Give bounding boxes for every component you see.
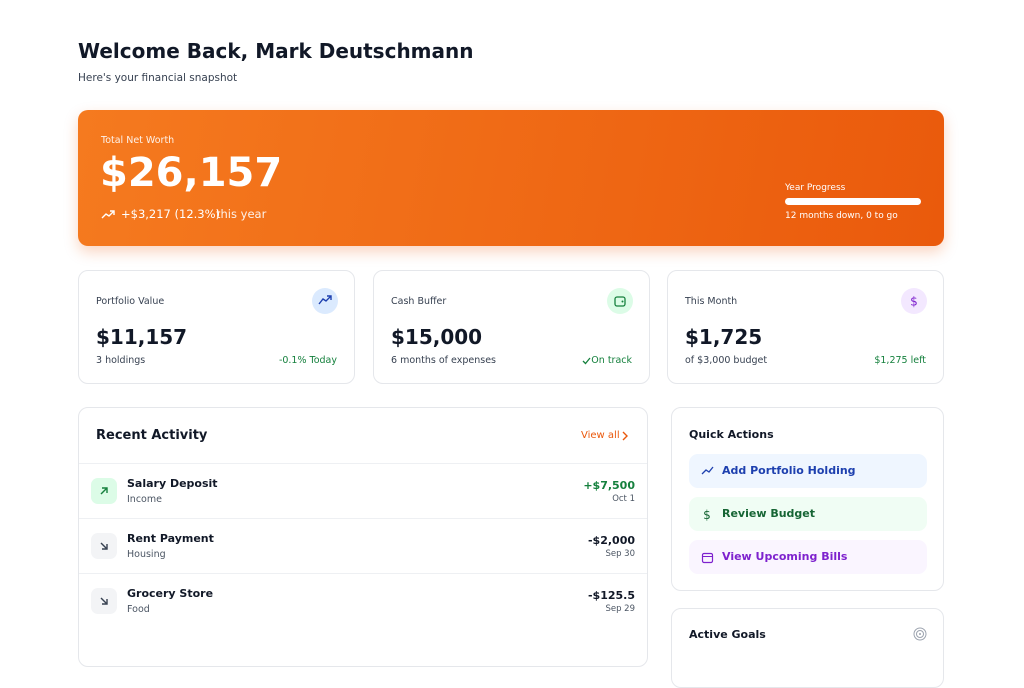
stat-sub: 6 months of expenses [391,355,496,366]
stat-icon [607,288,633,314]
stat-status: $1,275 left [874,355,926,366]
activity-name: Salary Deposit [127,477,218,490]
check-icon [582,357,591,365]
stat-status: On track [591,355,632,366]
stat-icon: $ [901,288,927,314]
chevron [622,431,628,441]
quick-actions-title: Quick Actions [689,428,774,441]
action-label: Add Portfolio Holding [722,464,856,477]
net-worth-card: Total Net Worth $26,157 +$3,217 (12.3%) … [78,110,944,246]
stat-label: Portfolio Value [96,296,165,307]
stat-card: Portfolio Value $11,157 3 holdings -0.1%… [78,270,355,384]
page: {"header":{"title":"Welcome Back, Mark D… [78,39,944,688]
view-all[interactable]: View all [581,430,620,441]
action-label: View Upcoming Bills [722,550,848,563]
activity-date: Oct 1 [612,494,635,504]
title: Welcome Back, Mark Deutschmann [78,39,474,63]
stat-icon [312,288,338,314]
net-worth-label: Total Net Worth [101,135,175,146]
target-icon [913,627,927,641]
activity-name: Grocery Store [127,587,214,600]
action-icon [701,466,714,475]
quick-action[interactable]: Add Portfolio Holding [689,454,927,488]
activity-card: Recent Activity View all Salary Deposit … [78,407,648,667]
stat-value: $15,000 [391,325,483,349]
activity-category: Housing [127,549,166,560]
action-icon [701,552,714,564]
activity-amount: -$125.5 [587,589,635,602]
trend-icon [101,210,115,219]
stat-status: -0.1% Today [278,355,337,366]
progress-bar [785,198,921,205]
activity-title: Recent Activity [96,428,208,443]
stat-label: Cash Buffer [391,296,447,307]
activity-icon [91,478,117,504]
progress-label: Year Progress [785,183,846,193]
activity-amount: -$2,000 [587,534,635,547]
stat-card: This Month $ $1,725 of $3,000 budget $1,… [667,270,944,384]
progress-text: 12 months down, 0 to go [785,211,898,221]
action-icon: $ [703,508,711,521]
activity-name: Rent Payment [127,532,214,545]
activity-icon [91,588,117,614]
net-worth-period: this year [216,207,267,221]
quick-actions-card: Quick Actions Add Portfolio Holding $ Re… [671,407,944,591]
stat-sub: of $3,000 budget [685,355,768,366]
quick-action[interactable]: View Upcoming Bills [689,540,927,574]
stat-card: Cash Buffer $15,000 6 months of expenses… [373,270,650,384]
activity-date: Sep 29 [605,604,635,614]
activity-amount: +$7,500 [583,479,635,492]
activity-category: Food [127,604,150,615]
net-worth-value: $26,157 [100,150,283,196]
quick-action[interactable]: $ Review Budget [689,497,927,531]
activity-row[interactable]: Rent Payment Housing -$2,000 Sep 30 [79,518,647,574]
subtitle: Here's your financial snapshot [78,72,238,84]
page-body: Welcome Back, Mark Deutschmann Here's yo… [78,39,944,688]
svg-text:$: $ [910,295,918,309]
activity-category: Income [127,494,162,505]
activity-icon [91,533,117,559]
action-label: Review Budget [722,507,816,520]
stat-label: This Month [685,296,738,307]
activity-row[interactable]: Grocery Store Food -$125.5 Sep 29 [79,573,647,629]
stat-sub: 3 holdings [96,355,146,366]
activity-date: Sep 30 [605,549,635,559]
goals-title: Active Goals [689,628,766,641]
stat-value: $11,157 [96,325,188,349]
activity-row[interactable]: Salary Deposit Income +$7,500 Oct 1 [79,463,647,519]
stat-value: $1,725 [685,325,763,349]
net-worth-change: +$3,217 (12.3%) [121,207,221,221]
svg-text:$: $ [703,508,711,521]
goals-card: Active Goals [671,608,944,688]
